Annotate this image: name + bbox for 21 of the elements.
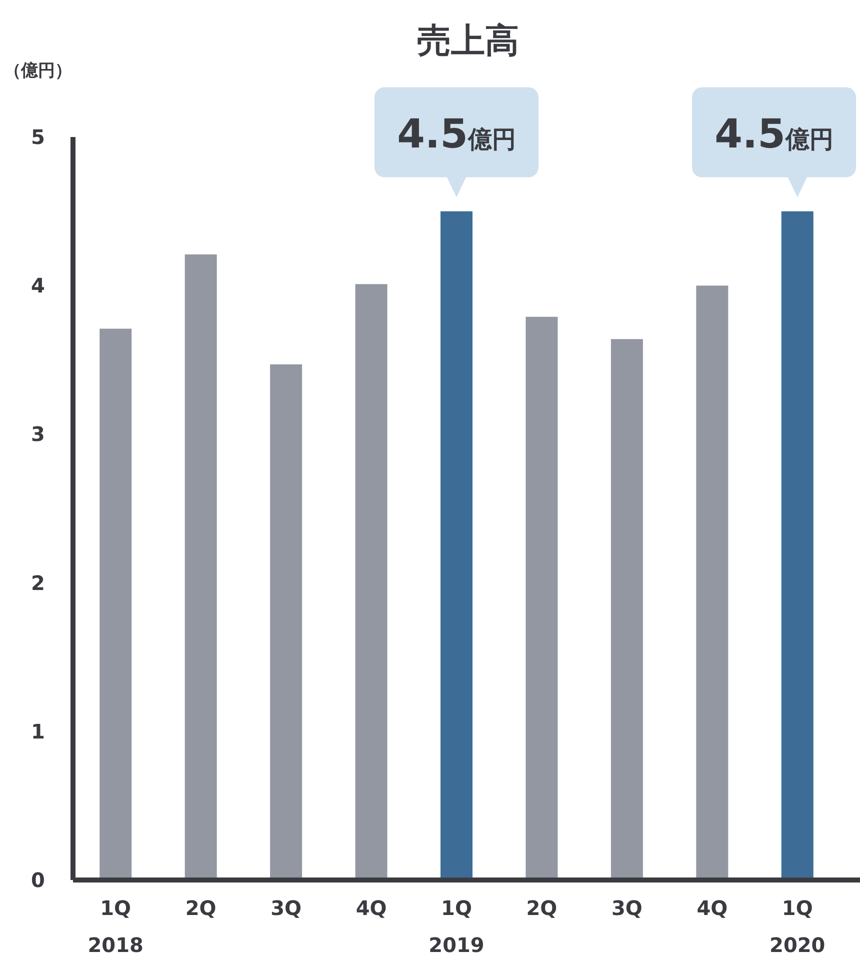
x-tick-label: 3Q: [611, 896, 642, 920]
x-tick-label: 1Q 2018: [88, 896, 144, 954]
y-tick-label: 2: [31, 570, 45, 595]
chart-title: 売上高: [417, 21, 519, 61]
y-tick-label: 1: [31, 719, 45, 744]
x-tick-label: 1Q 2020: [770, 896, 826, 954]
y-tick-label: 3: [31, 422, 45, 446]
y-tick-label: 4: [31, 274, 45, 298]
x-tick-label: 3Q: [270, 896, 302, 920]
x-tick-label: 4Q: [356, 896, 387, 920]
x-tick-label: 2Q: [185, 896, 216, 920]
picture-callout: 4.5億円: [692, 87, 856, 198]
data-label: 4.5億円: [714, 111, 834, 158]
y-tick-label: 5: [31, 125, 45, 149]
x-tick-label: 1Q 2019: [428, 896, 484, 954]
picture-callout: 4.5億円: [374, 87, 538, 198]
y-tick-label: 0: [31, 868, 45, 892]
data-label: 4.5億円: [397, 111, 516, 158]
x-tick-label: 4Q: [696, 896, 728, 920]
y-axis-title: （億円）: [4, 61, 72, 81]
x-tick-label: 2Q: [526, 896, 558, 920]
